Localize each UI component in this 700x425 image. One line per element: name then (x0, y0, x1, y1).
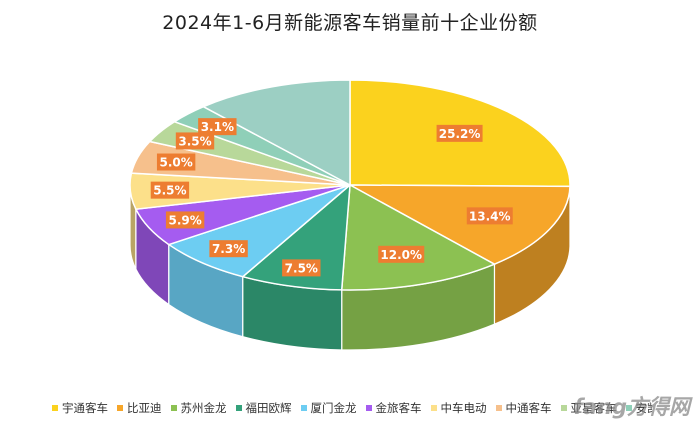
legend-label-1: 比亚迪 (127, 401, 162, 415)
legend-label-5: 金旅客车 (375, 401, 422, 415)
pie-slice-rest (201, 79, 351, 187)
legend-label-2: 苏州金龙 (180, 401, 227, 415)
data-label-bg-7 (156, 153, 196, 171)
data-label-6: 5.5% (153, 184, 186, 198)
data-label-bg-5 (165, 211, 205, 229)
legend-item-2: 苏州金龙 (170, 400, 227, 416)
legend-swatch-8 (560, 405, 567, 411)
legend-item-1: 比亚迪 (117, 400, 162, 416)
legend-label-8: 亚星客车 (570, 401, 617, 415)
legend-item-8: 亚星客车 (560, 400, 617, 416)
data-label-bg-1 (466, 207, 513, 225)
legend-item-5: 金旅客车 (365, 400, 422, 416)
legend-item-0: 宇通客车 (52, 400, 108, 416)
legend-label-7: 中通客车 (505, 401, 552, 415)
data-label-bg-2 (378, 245, 425, 263)
data-label-1: 13.4% (469, 209, 511, 223)
data-label-bg-0 (436, 124, 483, 142)
legend-item-9: 安凯客车 (625, 400, 653, 416)
legend-item-6: 中车电动 (430, 400, 487, 416)
legend-swatch-5 (365, 405, 372, 411)
legend-swatch-1 (117, 405, 123, 411)
data-label-bg-9 (198, 118, 237, 136)
data-label-8: 3.5% (178, 134, 211, 148)
legend-label-6: 中车电动 (440, 401, 487, 415)
legend-label-3: 福田欧辉 (245, 401, 292, 415)
legend-swatch-0 (52, 405, 58, 411)
legend-label-4: 厦门金龙 (310, 401, 357, 415)
data-label-2: 12.0% (380, 248, 422, 262)
data-label-bg-8 (175, 132, 215, 150)
data-label-9: 3.1% (201, 120, 234, 134)
legend-swatch-4 (300, 405, 307, 411)
watermark-logo: fang方得网 (573, 395, 690, 419)
legend-swatch-3 (235, 405, 242, 411)
legend-swatch-2 (170, 405, 177, 411)
data-label-0: 25.2% (439, 127, 481, 141)
legend-swatch-9 (625, 405, 632, 411)
pie-slice-1 (349, 184, 571, 266)
legend-item-7: 中通客车 (495, 400, 552, 416)
data-label-4: 7.3% (212, 242, 245, 256)
legend-swatch-6 (430, 405, 437, 411)
data-label-3: 7.5% (285, 261, 318, 275)
data-label-bg-6 (150, 181, 190, 199)
data-label-bg-3 (282, 259, 321, 277)
pie-slice-2 (340, 183, 497, 291)
pie-slice-3 (241, 183, 351, 291)
data-label-5: 5.9% (168, 213, 201, 227)
legend-label-9: 安凯客车 (635, 401, 653, 415)
legend-item-4: 厦门金龙 (300, 400, 357, 416)
chart-title: 2024年1-6月新能源客车销量前十企业份额 (162, 12, 538, 34)
data-label-7: 5.0% (160, 156, 193, 170)
legend-label-0: 宇通客车 (62, 401, 108, 415)
data-label-bg-4 (209, 240, 248, 258)
legend-swatch-7 (495, 405, 502, 411)
legend: 宇通客车 比亚迪 苏州金龙 福田欧辉 厦门金龙 金旅客车 中车电动 中通客车 亚星客车 安凯客车 (52, 398, 652, 418)
legend-item-3: 福田欧辉 (235, 400, 292, 416)
